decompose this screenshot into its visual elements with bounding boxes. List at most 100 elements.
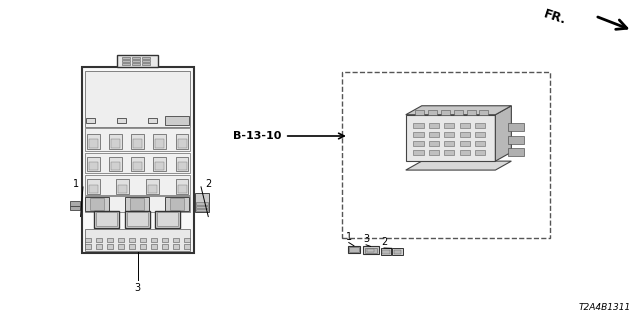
Text: B-13-10: B-13-10 (233, 131, 282, 141)
Bar (133, 162, 142, 171)
Bar (90, 198, 104, 210)
Bar (429, 150, 439, 156)
Bar (454, 110, 463, 115)
Bar (394, 250, 401, 254)
Bar (508, 148, 524, 156)
Bar (342, 72, 550, 238)
Bar (148, 185, 157, 193)
Bar (85, 229, 191, 251)
Bar (413, 132, 424, 138)
Bar (96, 238, 102, 242)
Bar (157, 212, 178, 227)
Bar (129, 244, 134, 249)
Bar (460, 141, 470, 147)
Bar (365, 248, 377, 253)
Bar (88, 139, 97, 148)
Bar (175, 180, 188, 194)
Bar (132, 60, 140, 62)
Bar (475, 150, 485, 156)
Bar (460, 123, 470, 129)
Bar (196, 202, 207, 204)
Bar (116, 180, 129, 194)
Text: 2: 2 (205, 179, 211, 189)
Bar (381, 248, 391, 255)
Bar (116, 55, 159, 67)
Bar (429, 123, 439, 129)
Bar (148, 118, 157, 124)
Bar (131, 133, 144, 149)
Bar (196, 205, 207, 208)
Bar (460, 150, 470, 156)
Bar (86, 180, 99, 194)
Text: 3: 3 (134, 283, 141, 293)
Polygon shape (406, 115, 495, 161)
Bar (164, 197, 189, 211)
Bar (85, 71, 191, 127)
Bar (86, 133, 99, 149)
Bar (127, 212, 148, 227)
Text: FR.: FR. (541, 8, 568, 27)
Bar (96, 244, 102, 249)
Bar (96, 212, 117, 227)
Bar (348, 246, 360, 253)
Bar (143, 60, 150, 62)
Bar (177, 185, 187, 193)
Bar (143, 63, 150, 65)
Bar (165, 116, 189, 125)
Bar (467, 110, 476, 115)
Bar (146, 180, 159, 194)
Bar (162, 238, 168, 242)
Bar (382, 250, 390, 254)
Bar (140, 238, 146, 242)
Bar (184, 238, 189, 242)
Bar (413, 141, 424, 147)
Bar (154, 157, 166, 172)
Bar (441, 110, 450, 115)
Bar (140, 244, 146, 249)
Bar (479, 110, 488, 115)
Bar (133, 139, 142, 148)
Bar (70, 201, 81, 205)
Bar (131, 157, 144, 172)
Bar (85, 153, 191, 173)
Bar (143, 57, 150, 59)
Bar (429, 141, 439, 147)
Bar (177, 162, 187, 171)
Bar (428, 110, 437, 115)
Bar (508, 136, 524, 143)
Bar (122, 60, 130, 62)
Bar (111, 139, 120, 148)
Bar (170, 198, 184, 210)
Bar (156, 139, 164, 148)
Bar (85, 238, 91, 242)
Bar (508, 123, 524, 131)
Bar (118, 185, 127, 193)
Bar (109, 133, 122, 149)
Bar (179, 118, 188, 124)
Bar (95, 211, 119, 228)
Bar (125, 211, 150, 228)
Bar (175, 133, 188, 149)
Bar (132, 57, 140, 59)
Bar (109, 157, 122, 172)
Bar (151, 238, 157, 242)
Bar (85, 128, 191, 151)
Bar (85, 244, 91, 249)
Bar (111, 162, 120, 171)
Text: 1: 1 (346, 232, 352, 242)
Bar (117, 118, 126, 124)
Bar (85, 175, 191, 195)
Bar (413, 150, 424, 156)
Bar (429, 132, 439, 138)
Bar (162, 244, 168, 249)
Bar (415, 110, 424, 115)
Bar (86, 118, 95, 124)
Bar (86, 157, 99, 172)
Polygon shape (406, 161, 511, 170)
Bar (129, 238, 134, 242)
Bar (184, 244, 189, 249)
Bar (122, 63, 130, 65)
Bar (195, 193, 209, 212)
Bar (85, 196, 191, 212)
Bar (444, 123, 454, 129)
